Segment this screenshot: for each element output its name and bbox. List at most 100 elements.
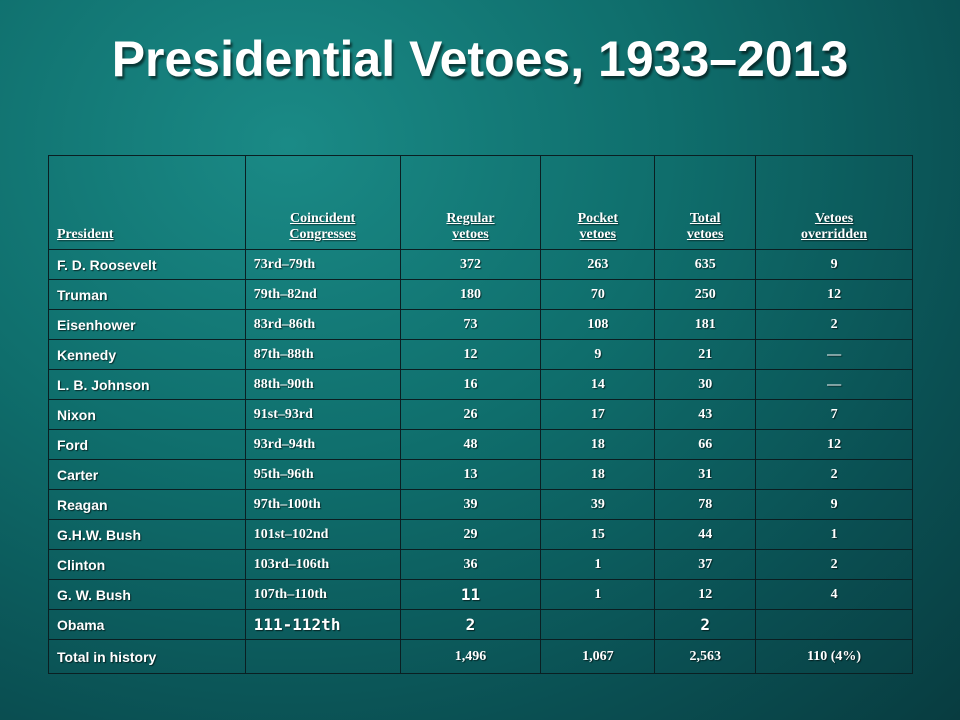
- cell-president: G. W. Bush: [48, 579, 246, 610]
- cell-congresses: 95th–96th: [244, 459, 401, 490]
- total-cell-president: Total in history: [48, 639, 246, 674]
- cell-pocket: 1: [540, 549, 656, 580]
- cell-overridden: 1: [755, 519, 913, 550]
- header-overridden: Vetoes overridden: [755, 155, 913, 250]
- cell-regular: 11: [399, 579, 542, 610]
- cell-regular: 73: [399, 309, 542, 340]
- cell-pocket: 14: [540, 369, 656, 400]
- cell-regular: 48: [399, 429, 542, 460]
- header-regular: Regular vetoes: [399, 155, 542, 250]
- table-row: Clinton 103rd–106th 36 1 37 2: [48, 549, 913, 580]
- cell-pocket: 108: [540, 309, 656, 340]
- cell-pocket: 39: [540, 489, 656, 520]
- cell-pocket: 9: [540, 339, 656, 370]
- cell-congresses: 101st–102nd: [244, 519, 401, 550]
- table-row: G. W. Bush 107th–110th 11 1 12 4: [48, 579, 913, 610]
- cell-congresses: 88th–90th: [244, 369, 401, 400]
- cell-pocket: 18: [540, 459, 656, 490]
- table-row: Nixon 91st–93rd 26 17 43 7: [48, 399, 913, 430]
- cell-regular: 372: [399, 249, 542, 280]
- total-row: Total in history 1,496 1,067 2,563 110 (4%): [48, 639, 913, 674]
- table-row: Ford 93rd–94th 48 18 66 12: [48, 429, 913, 460]
- cell-pocket: 17: [540, 399, 656, 430]
- cell-congresses: 73rd–79th: [244, 249, 401, 280]
- cell-total: 66: [654, 429, 757, 460]
- cell-overridden: 2: [755, 309, 913, 340]
- table-body: F. D. Roosevelt 73rd–79th 372 263 635 9 Truman…: [48, 249, 913, 674]
- table-row: Obama 111-112th 2 2: [48, 609, 913, 640]
- cell-president: Carter: [48, 459, 246, 490]
- cell-regular: 13: [399, 459, 542, 490]
- slide-title: Presidential Vetoes, 1933–2013: [111, 31, 849, 87]
- cell-total: 31: [654, 459, 757, 490]
- cell-president: Truman: [48, 279, 246, 310]
- total-cell-regular: 1,496: [399, 639, 542, 674]
- cell-overridden: 12: [755, 279, 913, 310]
- cell-congresses: 103rd–106th: [244, 549, 401, 580]
- cell-total: 2: [654, 609, 757, 640]
- cell-congresses: 93rd–94th: [244, 429, 401, 460]
- table-row: Carter 95th–96th 13 18 31 2: [48, 459, 913, 490]
- cell-president: Eisenhower: [48, 309, 246, 340]
- cell-overridden: 12: [755, 429, 913, 460]
- cell-president: Clinton: [48, 549, 246, 580]
- table-row: G.H.W. Bush 101st–102nd 29 15 44 1: [48, 519, 913, 550]
- cell-president: G.H.W. Bush: [48, 519, 246, 550]
- header-row: President Coincident Congresses Regular veto…: [48, 155, 913, 250]
- cell-overridden: 2: [755, 549, 913, 580]
- cell-regular: 26: [399, 399, 542, 430]
- header-total: Total vetoes: [654, 155, 757, 250]
- cell-president: Ford: [48, 429, 246, 460]
- cell-overridden: —: [755, 339, 913, 370]
- cell-regular: 36: [399, 549, 542, 580]
- table-row: Truman 79th–82nd 180 70 250 12: [48, 279, 913, 310]
- cell-president: F. D. Roosevelt: [48, 249, 246, 280]
- table-row: Eisenhower 83rd–86th 73 108 181 2: [48, 309, 913, 340]
- cell-congresses: 111-112th: [244, 609, 401, 640]
- cell-overridden: —: [755, 369, 913, 400]
- cell-total: 43: [654, 399, 757, 430]
- table-row: L. B. Johnson 88th–90th 16 14 30—: [48, 369, 913, 400]
- cell-president: Nixon: [48, 399, 246, 430]
- cell-pocket: [540, 609, 656, 640]
- cell-total: 78: [654, 489, 757, 520]
- cell-total: 37: [654, 549, 757, 580]
- cell-president: L. B. Johnson: [48, 369, 246, 400]
- header-pocket: Pocket vetoes: [540, 155, 656, 250]
- cell-congresses: 83rd–86th: [244, 309, 401, 340]
- cell-overridden: 2: [755, 459, 913, 490]
- cell-overridden: 7: [755, 399, 913, 430]
- cell-overridden: 4: [755, 579, 913, 610]
- table-row: Reagan 97th–100th 39 39 78 9: [48, 489, 913, 520]
- cell-total: 12: [654, 579, 757, 610]
- cell-regular: 180: [399, 279, 542, 310]
- cell-total: 44: [654, 519, 757, 550]
- cell-congresses: 107th–110th: [244, 579, 401, 610]
- cell-overridden: [755, 609, 913, 640]
- cell-congresses: 91st–93rd: [244, 399, 401, 430]
- cell-president: Reagan: [48, 489, 246, 520]
- cell-pocket: 263: [540, 249, 656, 280]
- vetoes-table: President Coincident Congresses Regular veto…: [48, 155, 913, 674]
- cell-total: 181: [654, 309, 757, 340]
- cell-regular: 39: [399, 489, 542, 520]
- cell-pocket: 15: [540, 519, 656, 550]
- cell-pocket: 70: [540, 279, 656, 310]
- total-cell-congresses: [244, 639, 401, 674]
- header-congresses: Coincident Congresses: [244, 155, 401, 250]
- table-row: F. D. Roosevelt 73rd–79th 372 263 635 9: [48, 249, 913, 280]
- cell-pocket: 18: [540, 429, 656, 460]
- cell-congresses: 97th–100th: [244, 489, 401, 520]
- table-row: Kennedy 87th–88th 12 9 21—: [48, 339, 913, 370]
- cell-total: 30: [654, 369, 757, 400]
- cell-congresses: 87th–88th: [244, 339, 401, 370]
- total-cell-total: 2,563: [654, 639, 757, 674]
- cell-overridden: 9: [755, 249, 913, 280]
- total-cell-overridden: 110 (4%): [755, 639, 913, 674]
- total-cell-pocket: 1,067: [540, 639, 656, 674]
- cell-total: 250: [654, 279, 757, 310]
- cell-total: 21: [654, 339, 757, 370]
- cell-congresses: 79th–82nd: [244, 279, 401, 310]
- cell-regular: 29: [399, 519, 542, 550]
- cell-regular: 2: [399, 609, 542, 640]
